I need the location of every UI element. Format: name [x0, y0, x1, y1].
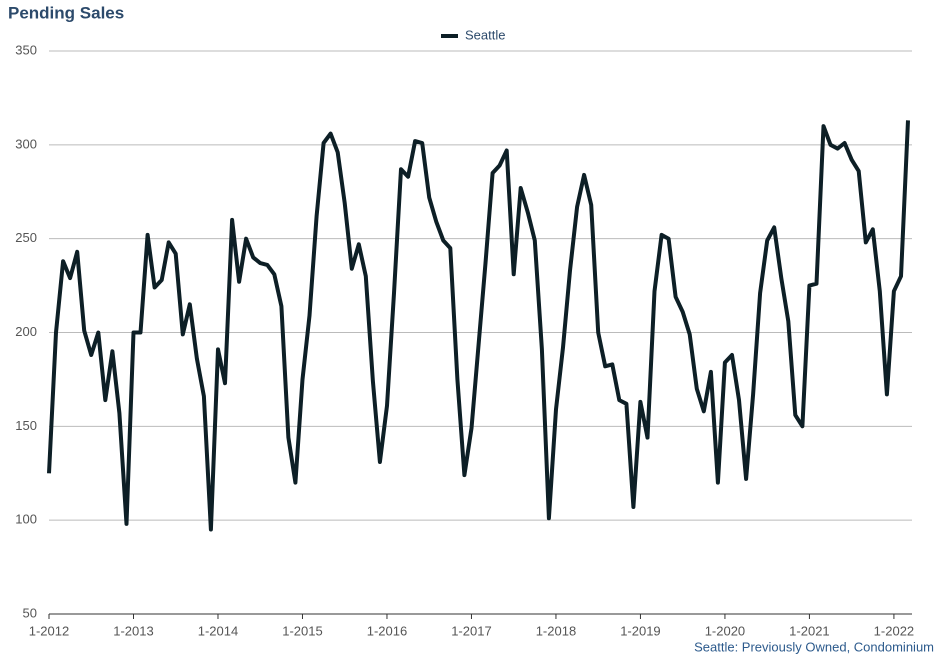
y-tick-label: 300: [15, 136, 37, 151]
x-tick-label: 1-2013: [113, 623, 153, 638]
x-tick-label: 1-2017: [451, 623, 491, 638]
x-tick-label: 1-2019: [620, 623, 660, 638]
x-tick-label: 1-2012: [29, 623, 69, 638]
chart-title: Pending Sales: [8, 3, 124, 22]
line-series: [47, 120, 910, 532]
x-tick-label: 1-2020: [705, 623, 745, 638]
x-tick-label: 1-2018: [536, 623, 576, 638]
x-tick-label: 1-2022: [874, 623, 914, 638]
x-tick-label: 1-2021: [789, 623, 829, 638]
x-tick-label: 1-2014: [198, 623, 238, 638]
y-tick-label: 250: [15, 230, 37, 245]
y-tick-label: 150: [15, 418, 37, 433]
legend-label: Seattle: [465, 27, 505, 42]
y-tick-label: 350: [15, 42, 37, 57]
y-tick-label: 100: [15, 512, 37, 527]
x-tick-label: 1-2015: [282, 623, 322, 638]
x-tick-label: 1-2016: [367, 623, 407, 638]
y-tick-label: 200: [15, 324, 37, 339]
footnote: Seattle: Previously Owned, Condominium: [694, 639, 934, 654]
y-tick-label: 50: [23, 605, 37, 620]
